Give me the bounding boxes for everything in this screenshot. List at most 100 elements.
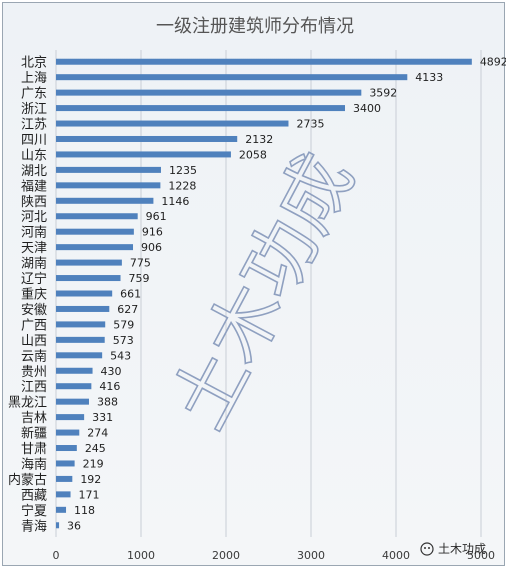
category-label: 山西 xyxy=(21,334,47,349)
category-label: 上海 xyxy=(21,71,47,86)
data-label: 3592 xyxy=(369,87,397,100)
bar xyxy=(56,244,134,251)
category-label: 广东 xyxy=(21,87,47,102)
data-label: 36 xyxy=(67,519,81,532)
bar xyxy=(56,398,89,405)
category-label: 湖北 xyxy=(21,164,47,179)
x-tick-label: 0 xyxy=(53,549,60,562)
bar xyxy=(56,460,75,467)
category-label: 福建 xyxy=(21,179,47,194)
category-label: 西藏 xyxy=(21,488,47,503)
bars xyxy=(56,58,472,529)
category-label: 四川 xyxy=(21,133,47,148)
bar xyxy=(56,213,138,220)
bar xyxy=(56,367,93,374)
category-label: 安徽 xyxy=(21,303,47,318)
data-label: 661 xyxy=(120,288,141,301)
bar xyxy=(56,89,362,96)
category-label: 广西 xyxy=(21,318,47,333)
data-label: 2735 xyxy=(296,118,324,131)
data-label: 1228 xyxy=(168,179,196,192)
x-tick-label: 2000 xyxy=(212,549,240,562)
category-label: 北京 xyxy=(21,56,47,71)
data-label: 245 xyxy=(85,442,106,455)
bar xyxy=(56,74,408,81)
bar xyxy=(56,383,92,390)
bar xyxy=(56,290,113,297)
data-label: 759 xyxy=(129,272,150,285)
category-label: 浙江 xyxy=(21,102,47,117)
bar xyxy=(56,429,80,436)
data-label: 192 xyxy=(80,473,101,486)
data-label: 388 xyxy=(97,396,118,409)
grid-lines xyxy=(55,50,482,537)
bar xyxy=(56,445,77,452)
category-label: 江苏 xyxy=(21,117,47,133)
category-label: 河北 xyxy=(21,210,47,225)
bar xyxy=(56,151,231,158)
bar xyxy=(56,197,154,204)
category-label: 天津 xyxy=(21,241,47,256)
data-label: 171 xyxy=(79,488,100,501)
x-tick-label: 3000 xyxy=(297,549,325,562)
category-label: 黑龙江 xyxy=(8,396,47,411)
category-label: 湖南 xyxy=(21,256,47,272)
data-label: 274 xyxy=(87,427,108,440)
category-label: 内蒙古 xyxy=(8,472,47,488)
category-label: 河南 xyxy=(21,225,47,241)
data-label: 1146 xyxy=(161,195,189,208)
data-label: 573 xyxy=(113,334,134,347)
data-label: 579 xyxy=(113,318,134,331)
bar xyxy=(56,352,103,359)
data-label: 543 xyxy=(110,349,131,362)
bar xyxy=(56,336,105,343)
data-label: 2058 xyxy=(239,148,267,161)
bar xyxy=(56,120,289,127)
bar xyxy=(56,105,345,112)
data-label: 775 xyxy=(130,257,151,270)
category-label: 陕西 xyxy=(21,195,47,210)
data-label: 4892 xyxy=(480,56,506,69)
data-label: 2132 xyxy=(245,133,273,146)
labels: 北京 4892 上海 4133 广东 3592 浙江 3400 江苏 2735 四川 2132 山东 20… xyxy=(8,56,506,535)
brand-text: 土木功成 xyxy=(438,542,486,556)
bar-chart: 一级注册建筑师分布情况 北京 4892 上海 4133 广东 3592 浙江 3400 江苏 27… xyxy=(8,16,506,562)
data-label: 627 xyxy=(117,303,138,316)
category-label: 宁夏 xyxy=(21,503,47,519)
wechat-icon xyxy=(420,542,434,556)
data-label: 3400 xyxy=(353,102,381,115)
bar xyxy=(56,491,71,498)
category-label: 吉林 xyxy=(21,411,47,426)
category-label: 辽宁 xyxy=(21,271,47,287)
x-tick-label: 1000 xyxy=(127,549,155,562)
category-label: 重庆 xyxy=(21,287,47,303)
brand-badge: 土木功成 xyxy=(420,542,486,556)
bar xyxy=(56,275,121,282)
chart-frame: 一级注册建筑师分布情况 北京 4892 上海 4133 广东 3592 浙江 3400 江苏 27… xyxy=(2,2,506,566)
x-tick-label: 5000 xyxy=(467,549,495,562)
data-label: 4133 xyxy=(415,71,443,84)
bar xyxy=(56,228,134,235)
data-label: 1235 xyxy=(169,164,197,177)
bar xyxy=(56,321,106,328)
x-tick-label: 4000 xyxy=(382,549,410,562)
bar xyxy=(56,475,73,482)
data-label: 916 xyxy=(142,226,163,239)
data-label: 906 xyxy=(141,241,162,254)
category-label: 云南 xyxy=(21,348,47,364)
bar xyxy=(56,305,110,312)
data-label: 219 xyxy=(83,457,104,470)
data-label: 331 xyxy=(92,411,113,424)
category-label: 青海 xyxy=(21,519,47,534)
category-label: 山东 xyxy=(21,148,47,163)
data-label: 430 xyxy=(101,365,122,378)
data-label: 961 xyxy=(146,210,167,223)
bar xyxy=(56,414,85,421)
chart-title: 一级注册建筑师分布情况 xyxy=(156,16,354,37)
data-label: 416 xyxy=(99,380,120,393)
bar xyxy=(56,506,67,513)
category-label: 贵州 xyxy=(21,365,47,380)
data-label: 118 xyxy=(74,504,95,517)
bar xyxy=(56,166,161,173)
category-label: 新疆 xyxy=(21,426,47,442)
